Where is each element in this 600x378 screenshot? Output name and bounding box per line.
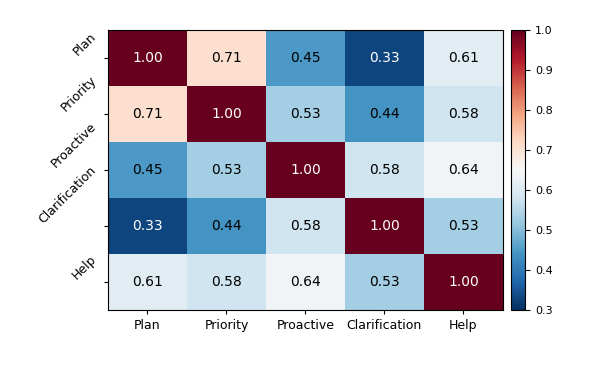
Text: 0.71: 0.71 — [211, 51, 242, 65]
Text: 0.61: 0.61 — [132, 275, 163, 289]
Text: 0.45: 0.45 — [290, 51, 321, 65]
Text: 1.00: 1.00 — [369, 219, 400, 233]
Text: 0.33: 0.33 — [369, 51, 400, 65]
Text: 0.58: 0.58 — [369, 163, 400, 177]
Text: 1.00: 1.00 — [448, 275, 479, 289]
Text: 0.33: 0.33 — [132, 219, 163, 233]
Text: 0.58: 0.58 — [448, 107, 479, 121]
Text: 1.00: 1.00 — [132, 51, 163, 65]
Text: 0.64: 0.64 — [448, 163, 479, 177]
Text: 0.64: 0.64 — [290, 275, 321, 289]
Text: 0.45: 0.45 — [132, 163, 163, 177]
Text: 0.71: 0.71 — [132, 107, 163, 121]
Text: 1.00: 1.00 — [211, 107, 242, 121]
Text: 1.00: 1.00 — [290, 163, 321, 177]
Text: 0.61: 0.61 — [448, 51, 479, 65]
Text: 0.44: 0.44 — [211, 219, 242, 233]
Text: 0.58: 0.58 — [211, 275, 242, 289]
Text: 0.58: 0.58 — [290, 219, 321, 233]
Text: 0.53: 0.53 — [290, 107, 321, 121]
Text: 0.44: 0.44 — [369, 107, 400, 121]
Text: 0.53: 0.53 — [448, 219, 479, 233]
Text: 0.53: 0.53 — [211, 163, 242, 177]
Text: 0.53: 0.53 — [369, 275, 400, 289]
